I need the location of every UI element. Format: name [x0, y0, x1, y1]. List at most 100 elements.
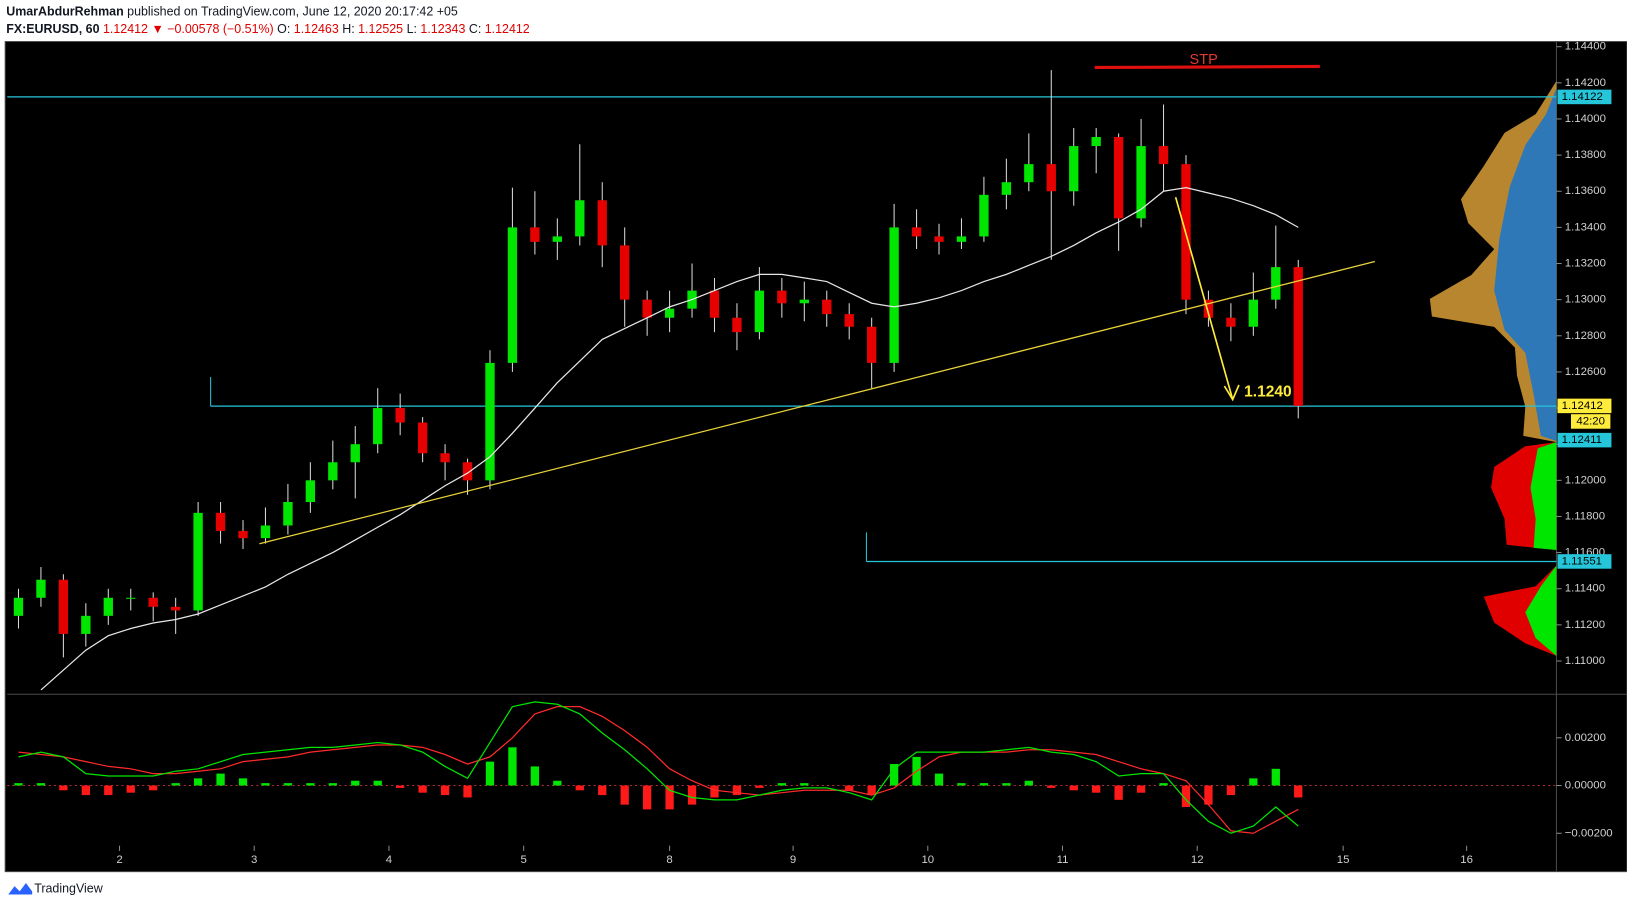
- chart-area: [4, 41, 1627, 873]
- volume-profile-down: [1494, 88, 1557, 442]
- x-tick-label: 9: [790, 854, 796, 866]
- histogram-bar: [1159, 783, 1168, 786]
- candle-body: [889, 227, 899, 363]
- candle-body: [956, 236, 967, 242]
- level-tag: [1557, 554, 1612, 569]
- histogram-bar: [979, 783, 989, 786]
- countdown-label: 42:20: [1576, 415, 1605, 427]
- histogram-bar: [351, 780, 360, 786]
- histogram-bar: [171, 783, 180, 786]
- histogram-bar: [238, 778, 248, 786]
- low: 1.12343: [420, 22, 465, 36]
- candle-body: [934, 236, 944, 242]
- histogram-bar: [104, 785, 113, 796]
- footer: [0, 872, 1627, 908]
- histogram-bar: [1136, 785, 1146, 793]
- arrow-head: [1223, 384, 1240, 402]
- x-tick-label: 10: [921, 854, 934, 866]
- histogram-bar: [530, 766, 540, 786]
- candle-body: [328, 462, 338, 481]
- histogram-bar: [1114, 785, 1123, 800]
- author: UmarAbdurRehman: [6, 5, 123, 19]
- histogram-bar: [508, 747, 517, 786]
- y-tick-label: 0.00000: [1565, 780, 1606, 792]
- volume-profile-lower-green: [1530, 442, 1557, 550]
- histogram-bar: [665, 785, 674, 810]
- candle-body: [1046, 164, 1056, 192]
- stop-line: [1094, 64, 1320, 70]
- candle-body: [575, 200, 585, 237]
- candle-body: [1248, 299, 1259, 327]
- candle-body: [642, 299, 652, 318]
- histogram-bar: [485, 761, 495, 786]
- y-tick-label: 1.11200: [1565, 619, 1605, 631]
- histogram-bar: [800, 783, 809, 786]
- histogram-bar: [755, 785, 764, 788]
- open-label: O:: [277, 22, 290, 36]
- x-tick-label: 8: [666, 854, 672, 866]
- candle-body: [979, 194, 989, 237]
- candle-body: [148, 597, 158, 607]
- candle-body: [732, 317, 742, 333]
- histogram-bar: [1181, 785, 1191, 808]
- histogram-bar: [710, 785, 719, 798]
- candle-body: [620, 245, 630, 300]
- histogram-bar: [732, 785, 742, 796]
- histogram-bar: [1204, 785, 1213, 805]
- histogram-bar: [1002, 783, 1011, 786]
- y-tick-label: 1.12600: [1565, 366, 1606, 378]
- low-label: L:: [407, 22, 417, 36]
- histogram-bar: [193, 778, 203, 786]
- candle-body: [462, 462, 473, 481]
- header-line-2: FX:EURUSD, 60 1.12412 ▼ −0.00578 (−0.51%…: [6, 22, 530, 36]
- histogram-bar: [889, 764, 899, 786]
- histogram-bar: [957, 783, 966, 786]
- high-label: H:: [342, 22, 354, 36]
- x-tick-label: 3: [251, 854, 257, 866]
- histogram-bar: [373, 780, 382, 786]
- candle-body: [1203, 299, 1214, 318]
- candle-body: [709, 290, 720, 318]
- histogram-bar: [14, 783, 23, 786]
- histogram-bar: [642, 785, 652, 810]
- y-tick-label: 1.13400: [1565, 221, 1606, 233]
- stop-label: STP: [1190, 52, 1218, 68]
- candle-body: [417, 422, 428, 454]
- histogram-bar: [845, 785, 854, 791]
- candle-body: [1271, 267, 1281, 300]
- histogram-bar: [1294, 785, 1303, 798]
- price-tag-label: 1.12412: [1562, 400, 1603, 412]
- histogram-bar: [1092, 785, 1101, 793]
- histogram-bar: [261, 783, 270, 786]
- logo-icon: [8, 883, 33, 895]
- histogram-bar: [1047, 785, 1056, 788]
- histogram-bar: [59, 785, 68, 791]
- candle-body: [36, 579, 46, 598]
- histogram-bar: [440, 785, 450, 796]
- histogram-bar: [620, 785, 629, 805]
- histogram-bar: [687, 785, 697, 805]
- volume-profile-bottom-green: [1525, 565, 1557, 656]
- histogram-bar: [934, 773, 944, 786]
- histogram-bar: [1249, 778, 1258, 786]
- histogram-bar: [598, 785, 607, 796]
- candle-body: [507, 227, 518, 363]
- candle-body: [350, 444, 360, 463]
- histogram-bar: [463, 785, 472, 798]
- target-label: 1.1240: [1244, 383, 1292, 400]
- x-tick-label: 5: [520, 854, 526, 866]
- candle-body: [440, 453, 450, 463]
- histogram-bar: [1024, 780, 1033, 786]
- candle-body: [1091, 137, 1101, 147]
- moving-average: [40, 187, 1299, 691]
- candle-body: [238, 530, 248, 539]
- target-arrow: [1174, 196, 1234, 400]
- candle-body: [1293, 267, 1303, 406]
- histogram-bar: [81, 785, 90, 796]
- histogram-bar: [867, 785, 876, 796]
- x-tick-label: 16: [1460, 854, 1473, 866]
- histogram-bar: [1226, 785, 1236, 796]
- candle-body: [799, 299, 809, 304]
- x-tick-label: 2: [116, 854, 122, 866]
- candle-body: [283, 502, 293, 526]
